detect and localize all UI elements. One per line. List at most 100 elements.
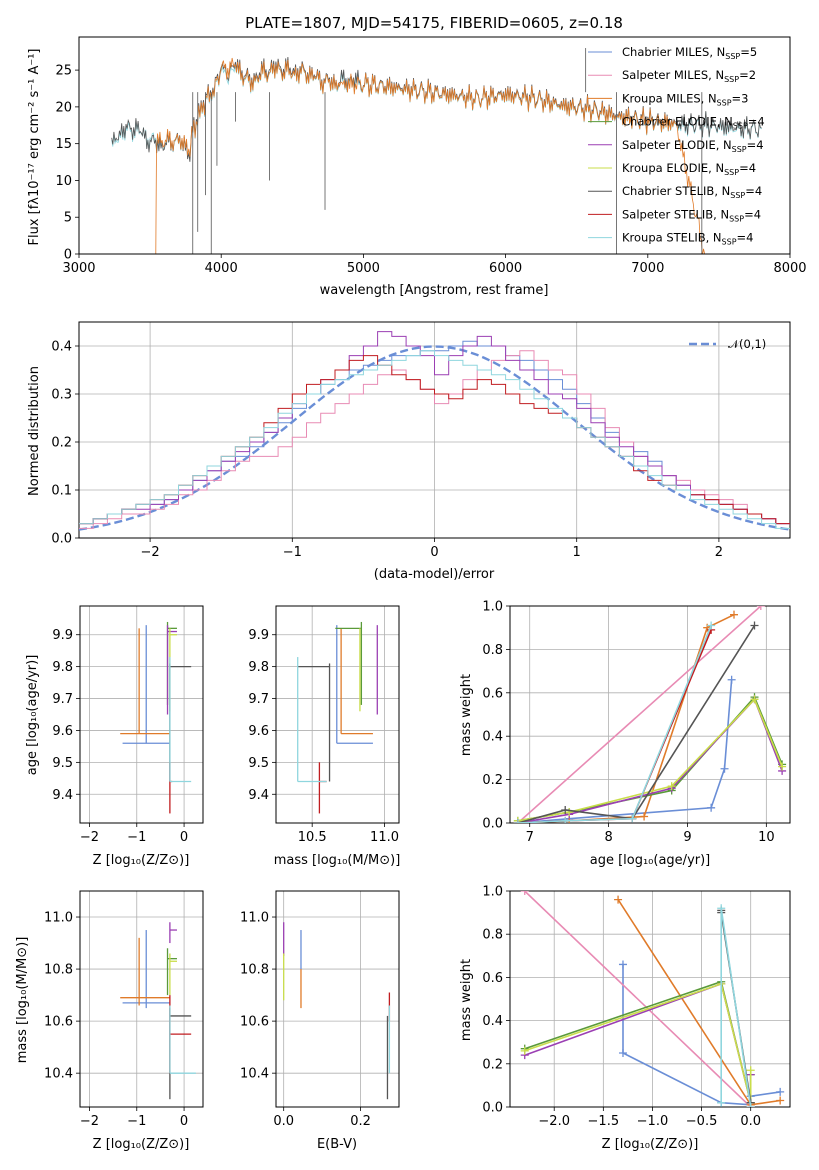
- hist-legend-label: 𝒩(0,1): [728, 337, 766, 351]
- mass-weight-vs-Z-xtick-label: −2.0: [538, 1114, 570, 1129]
- mass-weight-vs-age-marker: [707, 621, 716, 630]
- age-vs-mass-ytick-label: 9.7: [248, 692, 269, 707]
- mass-weight-vs-age-marker: [730, 610, 738, 619]
- age-vs-mass-xtick-label: 10.5: [298, 830, 327, 845]
- mass-vs-ebv-plot: [283, 922, 391, 1100]
- mass-vs-Z-ytick-label: 10.4: [44, 1067, 73, 1082]
- age-vs-Z-ytick-label: 9.4: [52, 788, 73, 803]
- mass-weight-vs-Z-marker: [618, 960, 627, 969]
- mass-weight-vs-age-marker: [778, 762, 787, 771]
- mass-weight-vs-age-plot: [513, 606, 787, 823]
- legend-label: Kroupa STELIB, NSSP=4: [622, 231, 753, 247]
- mass-weight-vs-Z-xtick-label: 0.0: [740, 1114, 761, 1129]
- mass-vs-Z-plot: [120, 922, 196, 1100]
- p3-xlabel: Z [log₁₀(Z/Z⊙)]: [93, 853, 190, 868]
- mass-weight-vs-age-series-line: [517, 697, 783, 823]
- mass-weight-vs-age-marker: [720, 764, 729, 773]
- residual-hist-ytick-label: 0.3: [51, 388, 72, 403]
- age-vs-Z-ytick-label: 9.6: [52, 724, 73, 739]
- mass-weight-vs-Z-xtick-label: −1.5: [588, 1114, 620, 1129]
- mass-weight-vs-Z-marker: [776, 1087, 785, 1096]
- mass-weight-vs-age-ytick-label: 0.0: [482, 817, 503, 832]
- age-vs-Z-ytick-label: 9.7: [52, 692, 73, 707]
- age-vs-mass-plot: [297, 621, 378, 814]
- legend-label: Chabrier ELODIE, NSSP=4: [622, 115, 765, 131]
- mass-vs-Z-xtick-label: 0: [180, 1114, 188, 1129]
- mass-weight-vs-Z-marker: [717, 1098, 726, 1107]
- spectrum-frame: [78, 36, 791, 255]
- p3-ylabel: age [log₁₀(age/yr)]: [25, 655, 40, 776]
- mass-weight-vs-age-ytick-label: 0.2: [482, 773, 503, 788]
- mass-vs-ebv-axes: 0.0 0.2 10.4 10.6 10.8 11.0: [240, 890, 400, 1129]
- mass-weight-vs-age-marker: [667, 782, 676, 791]
- hist-plot: [79, 331, 790, 531]
- mass-weight-vs-Z-marker: [520, 891, 529, 895]
- legend-label: Salpeter ELODIE, NSSP=4: [622, 138, 764, 154]
- mass-weight-vs-age-series-line: [517, 697, 783, 822]
- age-vs-mass-frame: [275, 605, 400, 824]
- mass-weight-vs-Z-marker: [746, 1066, 755, 1075]
- mass-weight-vs-Z-marker: [614, 895, 623, 904]
- residual-hist-xtick-label: 1: [573, 545, 581, 560]
- mass-weight-vs-Z-axes: −2.0 −1.5 −1.0 −0.5 0.0 0.0 0.2 0.4 0.6 0.8 1.0: [482, 885, 791, 1129]
- mass-weight-vs-Z-xtick-label: −1.0: [637, 1114, 669, 1129]
- age-vs-Z-xtick-label: −2: [80, 830, 99, 845]
- age-vs-Z-plot: [120, 621, 192, 814]
- age-vs-Z-frame: [79, 605, 204, 824]
- figure-title: PLATE=1807, MJD=54175, FIBERID=0605, z=0…: [245, 14, 623, 32]
- p6-xlabel: Z [log₁₀(Z/Z⊙)]: [93, 1137, 190, 1152]
- mass-weight-vs-age-series-line: [517, 606, 762, 823]
- mass-weight-vs-Z-marker: [746, 1103, 755, 1107]
- p8-ylabel: mass weight: [459, 959, 474, 1041]
- mass-weight-vs-age-ytick-label: 0.6: [482, 686, 503, 701]
- legend-label: Kroupa ELODIE, NSSP=4: [622, 161, 756, 177]
- age-vs-mass-ytick-label: 9.8: [248, 660, 269, 675]
- residual-hist-ytick-label: 0.0: [51, 532, 72, 547]
- mass-weight-vs-age-ytick-label: 0.4: [482, 730, 503, 745]
- age-vs-Z-axes: −2 −1 0 9.4 9.5 9.6 9.7 9.8 9.9: [52, 605, 204, 845]
- spectrum-plot: [111, 48, 762, 254]
- age-vs-Z-ytick-label: 9.8: [52, 660, 73, 675]
- legend-label: Chabrier STELIB, NSSP=4: [622, 184, 762, 200]
- spectrum-xtick-label: 3000: [62, 261, 95, 276]
- mass-weight-vs-age-xtick-label: 10: [758, 830, 775, 845]
- hist-step-line: [79, 331, 790, 525]
- mass-weight-vs-Z-ytick-label: 0.6: [482, 971, 503, 986]
- mass-weight-vs-age-series-line: [517, 613, 735, 823]
- p7-xlabel: E(B-V): [317, 1137, 357, 1152]
- age-vs-mass-ytick-label: 9.5: [248, 756, 269, 771]
- residual-hist-ytick-label: 0.2: [51, 436, 72, 451]
- mass-weight-vs-age-ytick-label: 0.8: [482, 643, 503, 658]
- mass-weight-vs-Z-ytick-label: 0.2: [482, 1057, 503, 1072]
- mass-vs-ebv-xtick-label: 0.2: [350, 1114, 371, 1129]
- mass-weight-vs-Z-series-line: [622, 964, 781, 1106]
- mass-weight-vs-Z-marker: [618, 1049, 627, 1057]
- mass-vs-Z-xtick-label: −1: [127, 1114, 146, 1129]
- mass-weight-vs-age-marker: [750, 695, 759, 704]
- mass-weight-vs-Z-plot: [520, 891, 785, 1107]
- mass-weight-vs-Z-ytick-label: 0.4: [482, 1014, 503, 1029]
- mass-vs-Z-xtick-label: −2: [80, 1114, 99, 1129]
- p5-xlabel: age [log₁₀(age/yr)]: [590, 853, 711, 868]
- mass-weight-vs-age-marker: [513, 819, 522, 823]
- legend-label: Salpeter MILES, NSSP=2: [622, 68, 756, 84]
- mass-vs-Z-frame: [79, 890, 204, 1108]
- age-vs-mass-ytick-label: 9.4: [248, 788, 269, 803]
- mass-weight-vs-age-marker: [628, 814, 637, 823]
- age-vs-Z-xtick-label: 0: [180, 830, 188, 845]
- residual-hist-frame: [78, 321, 791, 539]
- spectrum-xtick-label: 5000: [347, 261, 380, 276]
- legend-label: Chabrier MILES, NSSP=5: [622, 45, 757, 61]
- mass-vs-ebv-ytick-label: 10.8: [240, 963, 269, 978]
- mass-weight-vs-age-marker: [640, 812, 649, 821]
- mass-weight-vs-age-series-line: [517, 625, 756, 823]
- p1-xlabel: wavelength [Angstrom, rest frame]: [320, 283, 549, 298]
- mass-weight-vs-age-marker: [756, 606, 765, 610]
- spectrum-ytick-label: 15: [55, 137, 72, 152]
- mass-vs-ebv-frame: [275, 890, 400, 1108]
- residual-hist-axes: −2 −1 0 1 2 0.0 0.1 0.2 0.3 0.4: [51, 321, 791, 560]
- mass-weight-vs-Z-series-line: [524, 982, 752, 1103]
- mass-weight-vs-age-xtick-label: 8: [604, 830, 612, 845]
- mass-weight-vs-Z-series-line: [524, 891, 752, 1107]
